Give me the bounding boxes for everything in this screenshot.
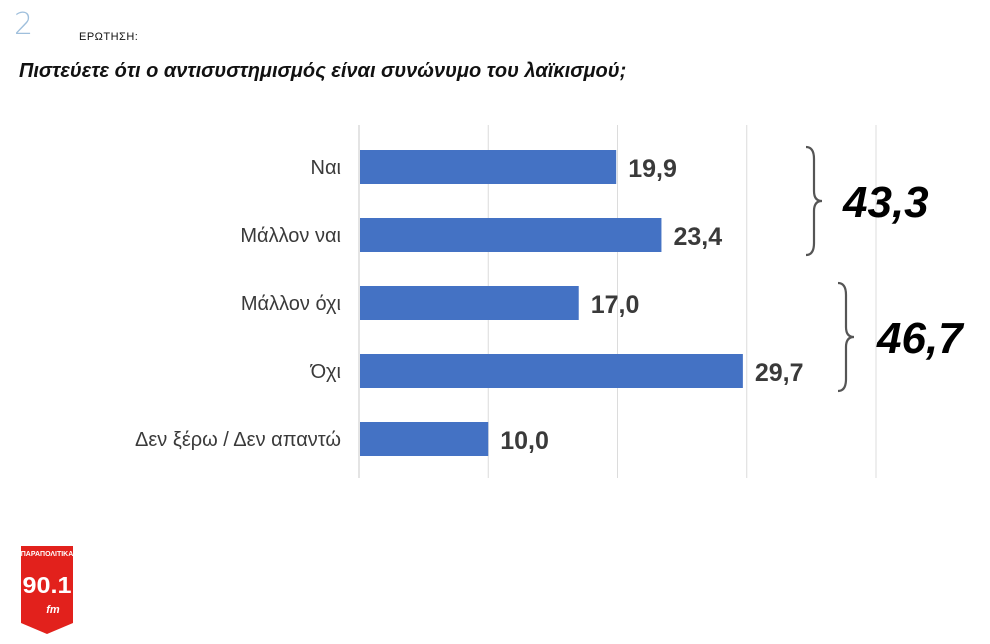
value-label: 19,9 — [628, 155, 677, 183]
logo-frequency: 90.1 — [23, 572, 72, 598]
group-brace — [837, 281, 855, 393]
logo-top-text: ΠΑΡΑΠΟΛΙΤΙΚΑ — [21, 551, 74, 558]
category-labels: Ναι Μάλλον ναι Μάλλον όχι Όχι Δεν ξέρω / Δεν… — [135, 157, 341, 451]
bar — [360, 286, 579, 320]
group-total: 43,3 — [842, 178, 929, 227]
category-label: Μάλλον ναι — [240, 225, 341, 247]
group-total: 46,7 — [876, 314, 965, 363]
question-number: 2 — [14, 7, 34, 42]
category-label: Ναι — [311, 157, 341, 179]
logo-band: fm — [46, 604, 60, 616]
value-label: 23,4 — [673, 223, 722, 251]
group-totals: 43,3 46,7 — [805, 145, 965, 393]
value-label: 17,0 — [591, 291, 640, 319]
value-label: 29,7 — [755, 359, 804, 387]
bars — [360, 150, 743, 456]
station-logo: ΠΑΡΑΠΟΛΙΤΙΚΑ 90.1 fm — [21, 546, 74, 634]
value-label: 10,0 — [500, 427, 549, 455]
group-brace — [805, 145, 823, 257]
category-label: Μάλλον όχι — [241, 293, 341, 315]
question-title: Πιστεύετε ότι ο αντισυστημισμός είναι συ… — [19, 60, 627, 82]
category-label: Όχι — [310, 361, 341, 383]
value-labels: 19,9 23,4 17,0 29,7 10,0 — [500, 155, 803, 455]
bar — [360, 218, 662, 252]
question-label: ΕΡΩΤΗΣΗ: — [79, 31, 139, 43]
bar — [360, 150, 617, 184]
logo-badge — [21, 546, 73, 634]
category-label: Δεν ξέρω / Δεν απαντώ — [135, 429, 341, 451]
bar — [360, 422, 489, 456]
bar — [360, 354, 743, 388]
